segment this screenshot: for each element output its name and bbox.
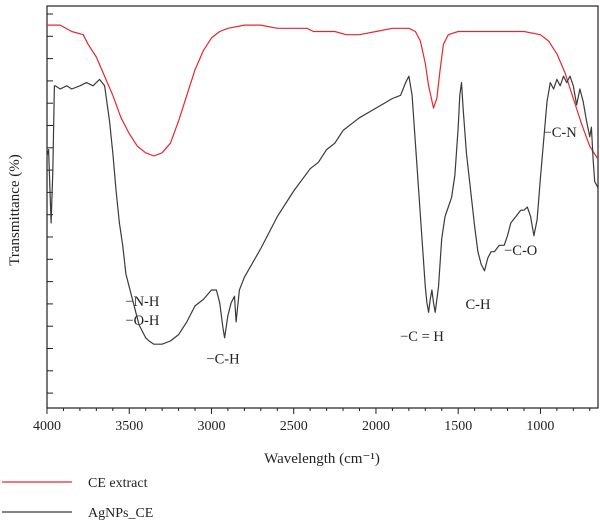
series-layer [46, 24, 599, 345]
peak-annotation: −C = H [400, 329, 444, 345]
peak-annotation: −C-N [544, 125, 578, 141]
annotation-layer: −N-H −O-H −C-H −C = H C-H −C-O −C-N [125, 125, 577, 368]
legend-label: AgNPs_CE [88, 506, 153, 521]
x-tick-label: 2000 [362, 419, 390, 434]
legend: CE extract AgNPs_CE [2, 476, 153, 521]
x-tick-label: 1000 [526, 419, 554, 434]
x-tick-label: 1500 [444, 419, 472, 434]
peak-annotation: −C-O [504, 243, 537, 259]
x-tick-label: 4000 [33, 419, 61, 434]
x-tick-label: 2500 [280, 419, 308, 434]
series-line-ce-extract [47, 24, 599, 160]
legend-label: CE extract [88, 476, 148, 491]
y-axis-title: Transmittance (%) [7, 154, 23, 266]
plot-border [46, 5, 599, 409]
peak-annotation: C-H [465, 297, 491, 313]
x-axis-ticks: 4000 3500 3000 2500 2000 1500 1000 [33, 408, 591, 434]
series-line-agnps-ce [46, 75, 599, 345]
plot-frame [46, 5, 599, 409]
peak-annotation: −C-H [206, 351, 240, 367]
y-axis-ticks [47, 13, 53, 394]
x-tick-label: 3500 [115, 419, 143, 434]
peak-annotation: −O-H [125, 313, 159, 329]
x-tick-label: 3000 [197, 419, 225, 434]
peak-annotation: −N-H [125, 294, 159, 310]
x-axis-title: Wavelength (cm⁻¹) [264, 451, 380, 467]
